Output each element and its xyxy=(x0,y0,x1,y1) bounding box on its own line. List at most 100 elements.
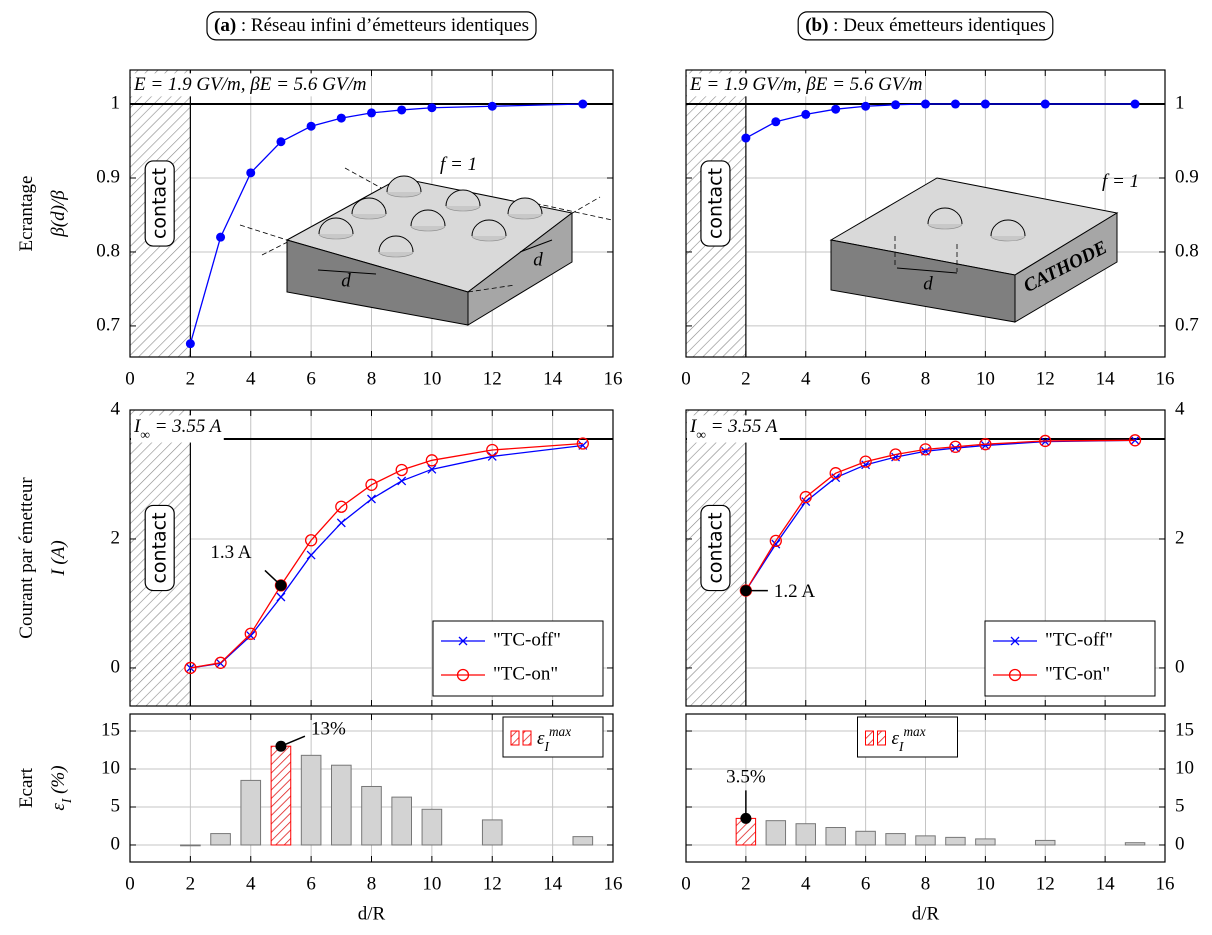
y-axis-label: β(d)/β xyxy=(48,190,69,238)
label-box xyxy=(206,11,537,41)
inset-bump xyxy=(378,235,414,253)
legend-label: "TC-on" xyxy=(493,663,558,684)
y-tick-label: 1 xyxy=(111,92,121,113)
inset-arrow xyxy=(896,267,958,274)
label-box xyxy=(700,504,731,592)
y-tick-label: 0 xyxy=(111,656,121,677)
bar xyxy=(481,819,503,846)
bar xyxy=(1035,839,1056,846)
inset-drawing xyxy=(829,177,1119,323)
x-axis-label: d/R xyxy=(912,903,940,924)
marker xyxy=(214,656,227,669)
y-tick-label: 10 xyxy=(1175,757,1194,778)
marker xyxy=(576,437,589,450)
marker xyxy=(578,99,588,109)
legend-label: εImax xyxy=(537,724,571,754)
series-line xyxy=(190,442,583,669)
text-part: f = 1 xyxy=(440,154,477,175)
annotation-bg xyxy=(687,73,925,97)
marker xyxy=(889,448,902,461)
legend-marker xyxy=(1010,636,1020,646)
marker xyxy=(950,99,960,109)
text-part: I xyxy=(898,739,904,754)
legend-label: "TC-on" xyxy=(1045,663,1110,684)
x-tick-label: 6 xyxy=(861,873,871,894)
x-tick-label: 14 xyxy=(1096,873,1116,894)
annotation: I∞ = 3.55 A xyxy=(689,416,778,441)
inset-bump xyxy=(990,219,1026,237)
x-tick-label: 0 xyxy=(681,368,691,389)
marker xyxy=(185,339,195,349)
marker xyxy=(367,108,376,118)
contact-label: contact xyxy=(149,168,171,239)
y-axis-label: εI (%) xyxy=(48,765,73,810)
x-tick-label: 2 xyxy=(186,368,196,389)
text-part: = 3.55 A xyxy=(150,416,222,437)
marker xyxy=(1130,99,1140,109)
marker xyxy=(859,455,872,468)
x-tick-label: 14 xyxy=(543,873,563,894)
marker xyxy=(950,443,960,453)
marker xyxy=(306,121,316,131)
inset-label: d xyxy=(533,249,543,270)
x-tick-label: 8 xyxy=(367,368,377,389)
text-part: Ecrantage xyxy=(16,176,37,252)
marker xyxy=(246,168,256,178)
x-tick-label: 12 xyxy=(1036,873,1055,894)
y-tick-label: 5 xyxy=(1175,795,1185,816)
marker xyxy=(425,454,439,467)
marker xyxy=(801,109,811,119)
marker xyxy=(306,550,316,560)
y-tick-label: 0 xyxy=(1175,833,1185,854)
bar xyxy=(331,764,352,846)
text-part: I xyxy=(133,416,142,437)
text-part: (%) xyxy=(48,765,69,798)
y-tick-label: 4 xyxy=(1175,398,1185,419)
x-tick-label: 14 xyxy=(543,368,563,389)
panel-title: (b) : Deux émetteurs identiques xyxy=(805,15,1046,36)
marker xyxy=(184,661,197,675)
annotation-bg xyxy=(131,73,369,97)
inset-arrow xyxy=(519,239,553,253)
inset-label: d xyxy=(341,270,351,291)
inset-bump xyxy=(318,217,354,235)
label-box xyxy=(144,160,175,247)
y-axis-label: I (A) xyxy=(48,540,69,576)
text-part: f = 1 xyxy=(1102,171,1139,192)
contact-label-group: contact xyxy=(700,504,731,592)
inset-arrow xyxy=(317,269,377,275)
bar xyxy=(1124,842,1146,846)
series-line xyxy=(745,103,1136,139)
annotation: E = 1.9 GV/m, βE = 5.6 GV/m xyxy=(133,74,366,95)
legend-label: "TC-off" xyxy=(493,629,561,650)
y-tick-label: 15 xyxy=(1175,719,1194,740)
marker xyxy=(395,463,408,477)
x-axis-label: d/R xyxy=(358,903,386,924)
x-tick-label: 4 xyxy=(246,873,256,894)
x-tick-label: 16 xyxy=(604,873,623,894)
text-part: Courant par émetteur xyxy=(16,477,37,639)
label-pointer xyxy=(264,569,282,586)
label-box xyxy=(144,504,175,592)
x-tick-label: 2 xyxy=(741,368,751,389)
marker xyxy=(397,476,407,486)
bar xyxy=(180,844,201,847)
bar xyxy=(240,779,262,846)
x-tick-label: 8 xyxy=(921,368,931,389)
annotation-bg xyxy=(131,415,224,443)
marker xyxy=(741,133,751,143)
y-tick-label: 10 xyxy=(101,757,120,778)
legend-label: "TC-off" xyxy=(1045,629,1113,650)
bar xyxy=(945,836,966,846)
inset-bump xyxy=(410,209,446,227)
inset-bump xyxy=(927,207,963,225)
x-tick-label: 12 xyxy=(483,368,502,389)
value-label: 13% xyxy=(311,719,346,740)
contact-label-group: contact xyxy=(144,160,175,247)
marker xyxy=(771,117,781,127)
marker xyxy=(829,467,842,480)
x-tick-label: 6 xyxy=(861,368,871,389)
value-label: 1.3 A xyxy=(210,542,251,563)
contact-label-group: contact xyxy=(700,160,731,247)
text-part: β(d)/β xyxy=(48,190,69,238)
